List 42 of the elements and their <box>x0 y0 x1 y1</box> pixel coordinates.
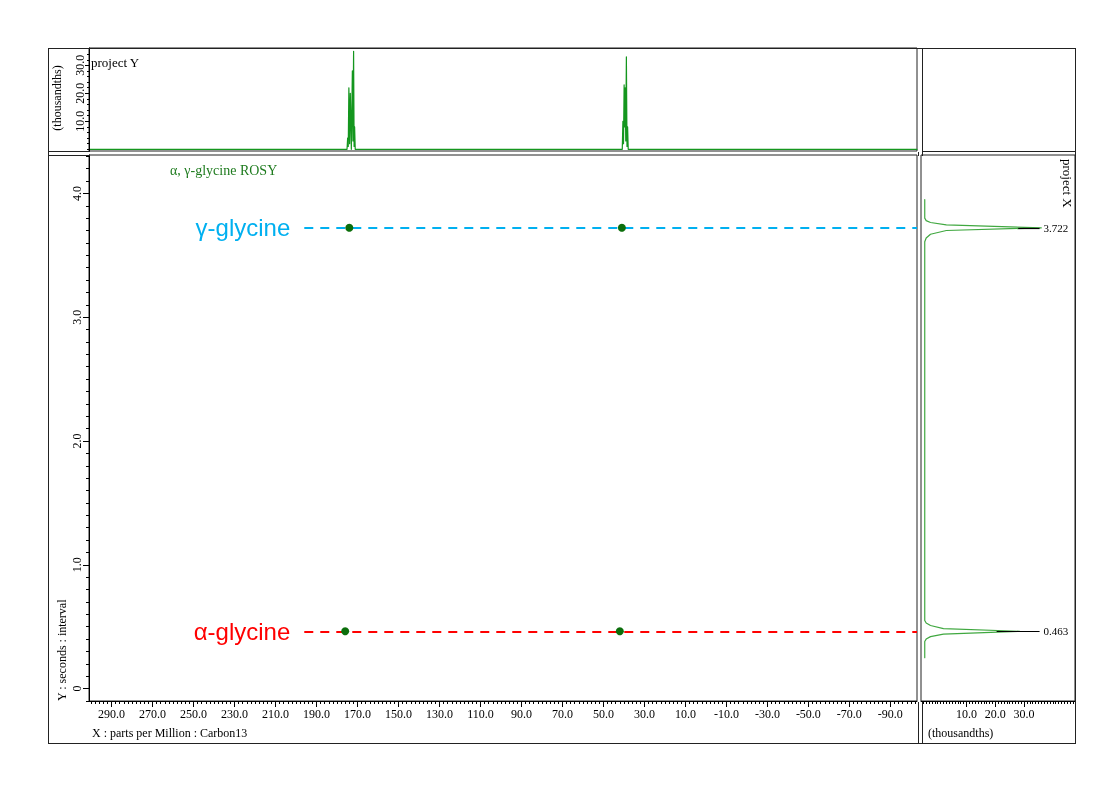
annotation: 0.463 <box>1043 625 1069 638</box>
y-tick-label: 4.0 <box>70 185 84 201</box>
x-tick-label: 150.0 <box>384 707 412 721</box>
x-tick-label: -70.0 <box>836 707 862 721</box>
y-axis-title: (thousandths) <box>50 65 64 131</box>
x-tick-label: 90.0 <box>510 707 532 721</box>
x-tick-label: 270.0 <box>139 707 167 721</box>
x-tick-label: 30.0 <box>1013 707 1035 721</box>
x-tick-label: 170.0 <box>343 707 371 721</box>
text: project Y <box>91 54 140 70</box>
x-tick-label: 110.0 <box>467 707 494 721</box>
x-tick-label: -30.0 <box>754 707 780 721</box>
x-tick-label: 70.0 <box>551 707 573 721</box>
x-tick-label: 230.0 <box>221 707 249 721</box>
x-axis-title: (thousandths) <box>928 726 994 740</box>
x-tick-label: 130.0 <box>425 707 453 721</box>
x-tick-label: -10.0 <box>713 707 739 721</box>
y-axis-title: Y : seconds : interval <box>55 598 69 701</box>
annotation: 3.722 <box>1043 221 1069 234</box>
x-tick-label: 290.0 <box>98 707 126 721</box>
x-tick-label: 10.0 <box>955 707 977 721</box>
x-tick-label: 50.0 <box>592 707 614 721</box>
y-tick-label: 2.0 <box>70 433 84 449</box>
x-tick-label: -50.0 <box>795 707 821 721</box>
ref-line-label: γ-glycine <box>195 214 291 242</box>
text: α, γ-glycine ROSY <box>170 162 278 178</box>
x-tick-label: 10.0 <box>674 707 696 721</box>
x-tick-label: 250.0 <box>180 707 208 721</box>
x-tick-label: 20.0 <box>984 707 1006 721</box>
y-tick-label: 30.0 <box>73 54 87 76</box>
x-tick-label: 190.0 <box>302 707 330 721</box>
y-tick-label: 1.0 <box>70 557 84 573</box>
x-tick-label: -90.0 <box>877 707 903 721</box>
y-tick-label: 20.0 <box>73 82 87 104</box>
ref-line-label: α-glycine <box>193 617 291 645</box>
x-tick-label: 30.0 <box>633 707 655 721</box>
x-tick-label: 210.0 <box>262 707 290 721</box>
x-axis-title: X : parts per Million : Carbon13 <box>92 726 248 740</box>
y-tick-label: 0 <box>70 685 84 692</box>
y-tick-label: 3.0 <box>70 309 84 325</box>
y-tick-label: 10.0 <box>73 110 87 132</box>
text: project X <box>1059 159 1075 209</box>
